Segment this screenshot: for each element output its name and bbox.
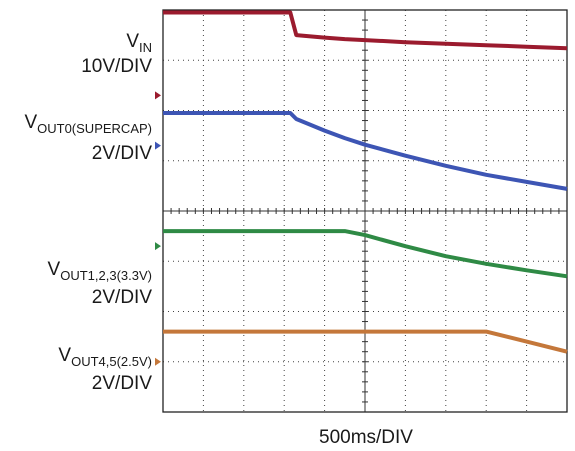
marker-vout0: [155, 141, 161, 150]
marker-vin: [155, 91, 161, 100]
scale-vin: 10V/DIV: [81, 56, 152, 77]
svg-text:VIN: VIN: [126, 31, 152, 55]
scale-vout123: 2V/DIV: [92, 287, 153, 308]
label-vout45: VOUT4,5(2.5V) 2V/DIV: [58, 345, 152, 394]
trace-vout0: [163, 111, 568, 191]
trace-vout45: [163, 329, 568, 354]
label-vout123: VOUT1,2,3(3.3V) 2V/DIV: [48, 259, 153, 308]
svg-text:VOUT0(SUPERCAP): VOUT0(SUPERCAP): [24, 112, 152, 136]
label-vin: VIN 10V/DIV: [81, 31, 152, 77]
traces: [163, 10, 568, 354]
scale-vout0: 2V/DIV: [92, 143, 153, 164]
chart-grid: [162, 9, 568, 413]
label-vout0: VOUT0(SUPERCAP) 2V/DIV: [24, 112, 152, 164]
trace-vout123: [163, 229, 568, 279]
scale-vout45: 2V/DIV: [92, 373, 153, 394]
x-axis-label: 500ms/DIV: [319, 427, 413, 448]
marker-vout123: [155, 242, 161, 251]
svg-text:VOUT1,2,3(3.3V): VOUT1,2,3(3.3V): [48, 259, 152, 283]
plot-frame: [162, 9, 568, 413]
marker-vout45: [155, 357, 161, 366]
trace-vin: [163, 10, 568, 51]
svg-text:VOUT4,5(2.5V): VOUT4,5(2.5V): [58, 345, 152, 369]
channel-markers: [155, 91, 161, 366]
